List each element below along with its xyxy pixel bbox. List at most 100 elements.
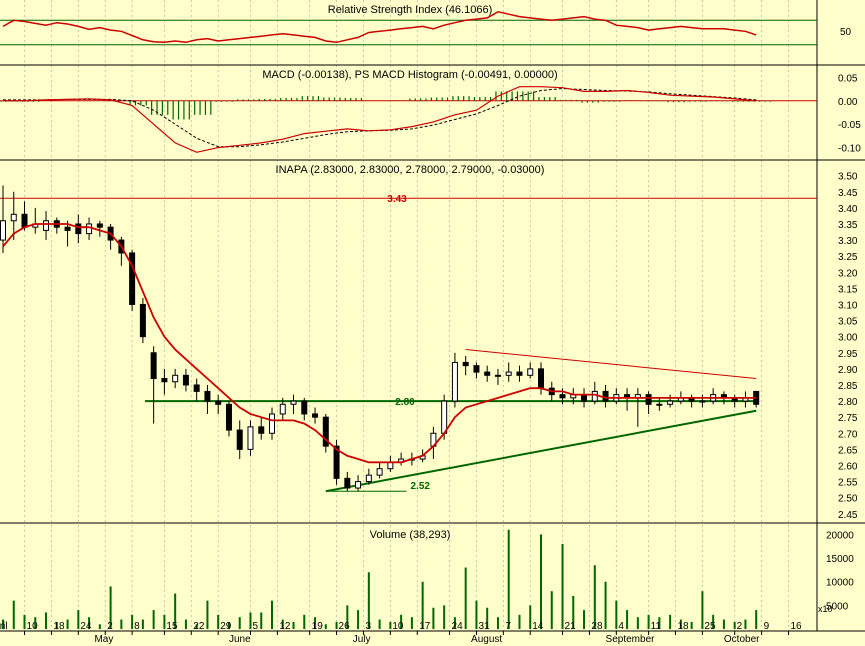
x-day-label: 29 [220,621,232,632]
x-day-label: 18 [53,621,65,632]
volume-bar [357,610,360,629]
volume-bar [475,600,478,629]
volume-bar [755,610,758,629]
candle-body [516,371,523,376]
volume-bar [636,617,639,629]
macd-tick-label: 0.00 [838,97,858,108]
volume-bar [529,605,532,629]
volume-bar [496,617,499,629]
candle-body [333,445,340,479]
candle-body [193,384,200,392]
x-day-label: 11 [651,621,662,632]
volume-bar [120,619,123,629]
x-day-label: 25 [704,621,716,632]
volume-bar [260,612,263,629]
volume-bar [131,614,134,629]
candle-body [667,400,674,405]
volume-bar [453,617,456,629]
price-tick-label: 2.70 [838,429,858,440]
candle-body [279,403,286,415]
x-day-label: 10 [27,621,39,632]
x-day-label: 24 [452,621,464,632]
candle-body [581,394,588,402]
x-month-label: August [471,634,502,645]
volume-bar [400,614,403,629]
x-day-label: 7 [505,621,511,632]
volume-bar [249,612,252,629]
volume-bar [206,600,209,629]
x-day-label: 9 [764,621,770,632]
candle-body [312,413,319,418]
volume-bar [152,610,155,629]
volume-bar [314,617,317,629]
grid-lines [24,0,789,631]
x-day-label: pril [0,621,8,632]
candle-body [64,226,71,231]
price-tick-label: 3.05 [838,317,858,328]
volume-bar [184,619,187,629]
volume-bar [45,612,48,629]
volume-bar [367,572,370,629]
candle-body [204,390,211,402]
candle-body [150,352,157,380]
x-day-label: 5 [252,621,258,632]
candle-body [322,416,329,447]
volume-bar [583,610,586,629]
x-day-label: 22 [193,621,205,632]
candle-body [129,252,136,305]
candle-body [182,374,189,386]
volume-bar [540,534,542,629]
volume-bar [141,619,144,629]
x-day-label: 18 [678,621,690,632]
candle-body [602,390,609,402]
volume-tick-label: 20000 [826,530,854,541]
candle-body [247,426,254,450]
x-day-label: 21 [565,621,577,632]
macd-signal-line [3,88,757,148]
volume-bar [550,591,553,629]
volume-bar [238,617,241,629]
x-day-label: 10 [392,621,404,632]
x-axis: pril101824281522295121926310172431714212… [0,621,802,645]
price-tick-label: 2.60 [838,461,858,472]
volume-bar [679,619,682,629]
volume-bar [195,624,198,629]
price-tick-label: 3.40 [838,204,858,215]
volume-bar [615,600,618,629]
volume-title: Volume (38,293) [370,529,451,541]
x-month-label: May [94,634,113,645]
panel-frames [0,0,865,632]
low-level-label: 2.52 [411,481,431,492]
candle-body [645,394,652,405]
candle-body [269,413,275,434]
volume-bar [507,529,510,629]
volume-bar [669,614,672,629]
volume-bar [701,591,704,629]
volume-bar [88,617,91,629]
volume-bar [324,624,327,629]
volume-bar [12,600,15,629]
price-tick-label: 2.50 [838,494,858,505]
x-day-label: 19 [312,621,324,632]
volume-bar [443,605,446,629]
x-month-label: September [606,634,656,645]
x-day-label: 17 [419,621,431,632]
x-day-label: 16 [790,621,802,632]
price-tick-label: 3.10 [838,300,858,311]
macd-title: MACD (-0.00138), PS MACD Histogram (-0.0… [262,69,557,81]
x-day-label: 28 [591,621,603,632]
candle-body [451,361,458,402]
volume-bar [227,621,230,629]
moving-average-line [2,223,757,464]
volume-bar [23,614,26,629]
candle-body [355,481,362,489]
rsi-line [2,11,757,44]
macd-tick-label: -0.05 [838,120,861,131]
volume-bar [712,614,715,629]
price-tick-label: 3.15 [838,284,858,295]
candle-body [591,390,598,402]
volume-bar [303,614,306,629]
volume-scale-label: x10 [818,604,833,614]
volume-bar [66,619,69,629]
